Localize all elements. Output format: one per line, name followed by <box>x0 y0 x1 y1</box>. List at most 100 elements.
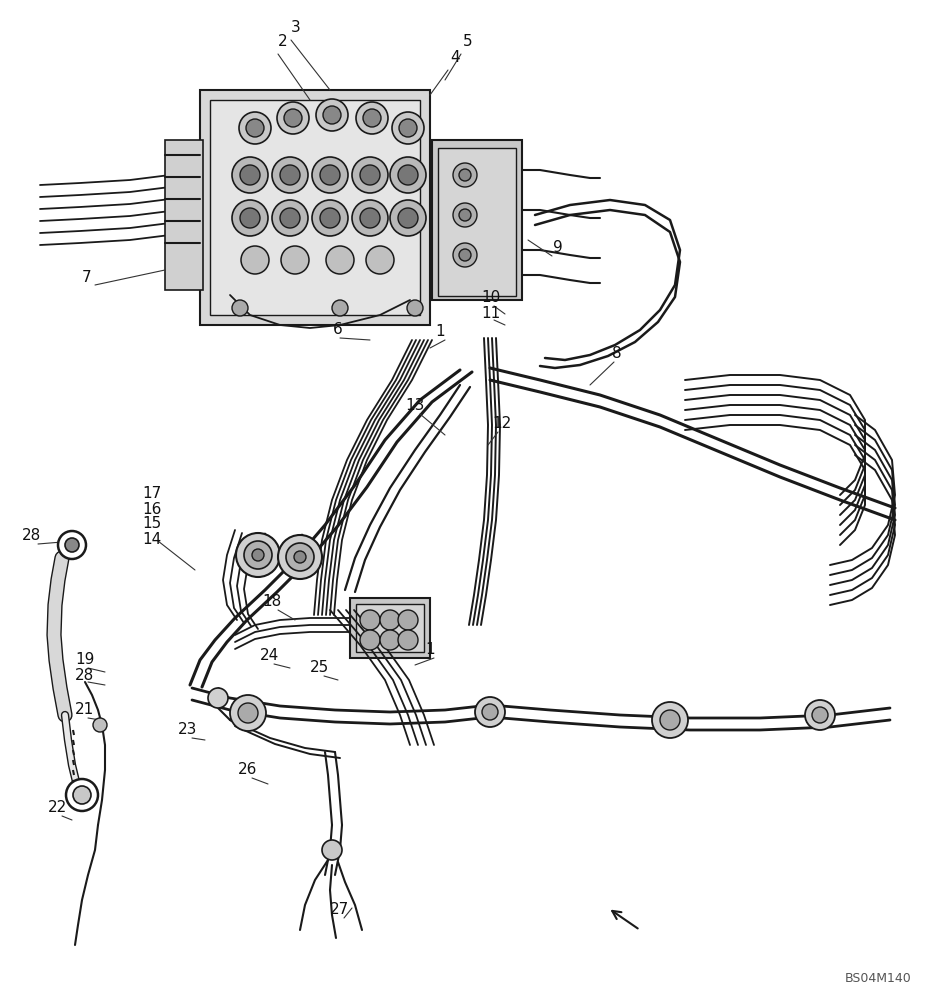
Text: 21: 21 <box>75 702 95 718</box>
Circle shape <box>57 531 86 559</box>
Circle shape <box>232 200 268 236</box>
Circle shape <box>481 704 498 720</box>
Text: 4: 4 <box>450 50 459 66</box>
Text: 10: 10 <box>481 290 500 306</box>
Circle shape <box>362 109 381 127</box>
Text: BS04M140: BS04M140 <box>844 972 911 985</box>
Circle shape <box>459 169 471 181</box>
Circle shape <box>240 208 260 228</box>
Circle shape <box>475 697 504 727</box>
Circle shape <box>311 200 348 236</box>
Circle shape <box>232 157 268 193</box>
Circle shape <box>332 300 348 316</box>
Circle shape <box>240 165 260 185</box>
Circle shape <box>294 551 306 563</box>
Text: 8: 8 <box>612 347 621 361</box>
Circle shape <box>379 610 400 630</box>
Text: 18: 18 <box>262 594 281 609</box>
Text: 24: 24 <box>260 648 279 664</box>
Bar <box>432 140 521 300</box>
Text: 6: 6 <box>333 322 342 338</box>
Circle shape <box>281 246 309 274</box>
Circle shape <box>316 99 348 131</box>
Circle shape <box>276 102 309 134</box>
Text: 14: 14 <box>142 532 161 546</box>
Text: 17: 17 <box>142 487 161 502</box>
Circle shape <box>65 538 79 552</box>
Text: 12: 12 <box>492 416 511 432</box>
Text: 7: 7 <box>83 270 92 286</box>
Circle shape <box>311 157 348 193</box>
Text: 28: 28 <box>75 668 95 682</box>
Circle shape <box>391 112 424 144</box>
Circle shape <box>239 112 271 144</box>
Text: 23: 23 <box>178 722 197 738</box>
Text: 22: 22 <box>48 800 68 816</box>
Text: 1: 1 <box>425 643 435 658</box>
Circle shape <box>356 102 387 134</box>
Circle shape <box>237 703 258 723</box>
Circle shape <box>286 543 313 571</box>
Bar <box>210 100 420 315</box>
Circle shape <box>208 688 228 708</box>
Circle shape <box>66 779 98 811</box>
Circle shape <box>320 208 339 228</box>
Circle shape <box>360 165 379 185</box>
Circle shape <box>280 165 299 185</box>
Circle shape <box>246 119 263 137</box>
Circle shape <box>811 707 827 723</box>
Circle shape <box>652 702 687 738</box>
Bar <box>200 90 429 325</box>
Bar <box>349 598 429 658</box>
Text: 25: 25 <box>310 660 329 676</box>
Circle shape <box>398 610 417 630</box>
Circle shape <box>232 300 248 316</box>
Text: 16: 16 <box>142 502 161 516</box>
Circle shape <box>804 700 834 730</box>
Circle shape <box>73 786 91 804</box>
Circle shape <box>322 840 342 860</box>
Circle shape <box>244 541 272 569</box>
Text: 11: 11 <box>481 306 500 320</box>
Circle shape <box>452 163 476 187</box>
Circle shape <box>280 208 299 228</box>
Circle shape <box>323 106 340 124</box>
Circle shape <box>278 535 322 579</box>
Circle shape <box>351 157 387 193</box>
Circle shape <box>230 695 266 731</box>
Circle shape <box>284 109 301 127</box>
Circle shape <box>360 208 379 228</box>
Circle shape <box>389 157 425 193</box>
Circle shape <box>325 246 353 274</box>
Text: 27: 27 <box>330 902 349 918</box>
Bar <box>356 604 424 652</box>
Circle shape <box>360 630 379 650</box>
Circle shape <box>320 165 339 185</box>
Bar <box>165 140 203 290</box>
Circle shape <box>365 246 394 274</box>
Circle shape <box>272 157 308 193</box>
Bar <box>438 148 515 296</box>
Text: 1: 1 <box>435 324 444 340</box>
Text: 26: 26 <box>238 762 258 778</box>
Circle shape <box>241 246 269 274</box>
Text: 13: 13 <box>405 398 425 414</box>
Text: 15: 15 <box>142 516 161 532</box>
Circle shape <box>252 549 263 561</box>
Circle shape <box>398 165 417 185</box>
Text: 3: 3 <box>291 20 300 35</box>
Circle shape <box>360 610 379 630</box>
Circle shape <box>351 200 387 236</box>
Circle shape <box>389 200 425 236</box>
Circle shape <box>452 203 476 227</box>
Circle shape <box>659 710 679 730</box>
Circle shape <box>93 718 107 732</box>
Circle shape <box>235 533 280 577</box>
Text: 2: 2 <box>278 34 287 49</box>
Circle shape <box>399 119 416 137</box>
Circle shape <box>272 200 308 236</box>
Text: 28: 28 <box>22 528 42 544</box>
Circle shape <box>379 630 400 650</box>
Text: 5: 5 <box>463 34 472 49</box>
Circle shape <box>407 300 423 316</box>
